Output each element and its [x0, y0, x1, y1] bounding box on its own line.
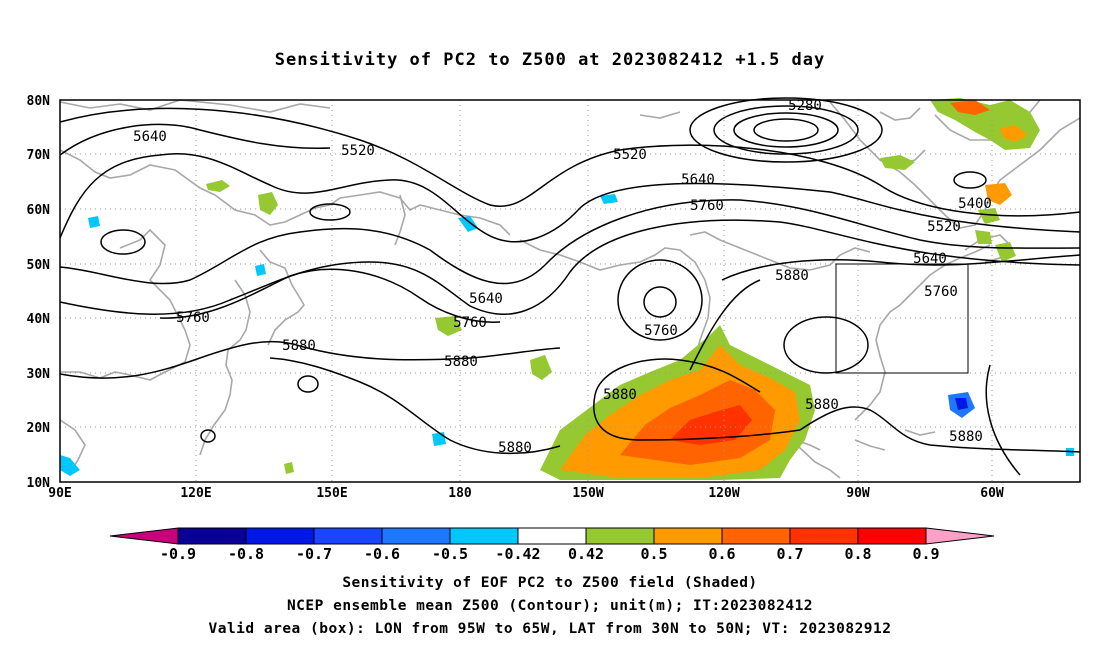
- contour-label: 5640: [469, 291, 503, 307]
- chart-title: Sensitivity of PC2 to Z500 at 2023082412…: [274, 50, 826, 70]
- colorbar-swatch: [789, 527, 859, 545]
- lat-label: 30N: [27, 367, 51, 382]
- colorbar-tick-label: 0.7: [776, 545, 803, 563]
- lat-label: 60N: [27, 203, 51, 218]
- colorbar-swatch: [177, 527, 247, 545]
- z500-contours: [59, 97, 1081, 476]
- contour-labels: 5280 5640 5520 5520 5640 5760 5400 5520 …: [133, 98, 992, 456]
- lat-label: 80N: [27, 94, 51, 109]
- colorbar-tick-label: -0.42: [495, 545, 540, 563]
- contour-label: 5640: [913, 251, 947, 267]
- contour-label: 5760: [644, 323, 678, 339]
- lat-label: 40N: [27, 312, 51, 327]
- colorbar-tick-label: -0.8: [228, 545, 264, 563]
- shaded-sensitivity: [60, 98, 1074, 480]
- lat-label: 70N: [27, 148, 51, 163]
- contour-label: 5760: [453, 315, 487, 331]
- lat-label: 10N: [27, 476, 51, 491]
- colorbar-arrow-low: [109, 527, 179, 545]
- colorbar-swatch: [313, 527, 383, 545]
- colorbar-swatch: [857, 527, 927, 545]
- contour-label: 5880: [444, 354, 478, 370]
- colorbar-swatch: [721, 527, 791, 545]
- lon-label: 120E: [180, 486, 211, 501]
- colorbar: [109, 527, 995, 545]
- contour-label: 5880: [805, 397, 839, 413]
- contour-label: 5760: [176, 310, 210, 326]
- colorbar-swatch: [517, 527, 587, 545]
- contour-label: 5880: [949, 429, 983, 445]
- colorbar-tick-label: 0.8: [844, 545, 871, 563]
- colorbar-tick-label: 0.42: [568, 545, 604, 563]
- contour-label: 5880: [498, 440, 532, 456]
- lon-label: 120W: [708, 486, 739, 501]
- contour-label: 5880: [775, 268, 809, 284]
- colorbar-swatch: [449, 527, 519, 545]
- lat-label: 20N: [27, 421, 51, 436]
- caption-line-2: NCEP ensemble mean Z500 (Contour); unit(…: [286, 598, 814, 614]
- colorbar-tick-label: 0.5: [640, 545, 667, 563]
- valid-area-box: [835, 263, 969, 374]
- lon-label: 180: [448, 486, 472, 501]
- colorbar-arrow-high: [925, 527, 995, 545]
- contour-label: 5880: [603, 387, 637, 403]
- lat-labels: 80N 70N 60N 50N 40N 30N 20N 10N: [27, 94, 51, 491]
- lon-label: 60W: [980, 486, 1004, 501]
- colorbar-tick-label: -0.7: [296, 545, 332, 563]
- colorbar-tick-label: -0.6: [364, 545, 400, 563]
- contour-label: 5760: [924, 284, 958, 300]
- lon-label: 150W: [572, 486, 603, 501]
- colorbar-swatch: [653, 527, 723, 545]
- lon-label: 150E: [316, 486, 347, 501]
- contour-label: 5520: [927, 219, 961, 235]
- contour-label: 5520: [341, 143, 375, 159]
- colorbar-tick-label: -0.5: [432, 545, 468, 563]
- contour-label: 5640: [133, 129, 167, 145]
- colorbar-swatch: [245, 527, 315, 545]
- contour-label: 5640: [681, 172, 715, 188]
- colorbar-labels: -0.9 -0.8 -0.7 -0.6 -0.5 -0.42 0.42 0.5 0.6 0.7 0.…: [160, 545, 940, 563]
- colorbar-tick-label: 0.6: [708, 545, 735, 563]
- contour-label: 5520: [613, 147, 647, 163]
- contour-label: 5880: [282, 338, 316, 354]
- lon-label: 90W: [846, 486, 870, 501]
- contour-label: 5760: [690, 198, 724, 214]
- caption-line-3: Valid area (box): LON from 95W to 65W, L…: [208, 621, 892, 637]
- contour-label: 5400: [958, 196, 992, 212]
- caption-line-1: Sensitivity of EOF PC2 to Z500 field (Sh…: [342, 575, 758, 591]
- map-frame: [59, 99, 1081, 483]
- contour-label: 5280: [788, 98, 822, 114]
- lon-label: 90E: [48, 486, 71, 501]
- lat-label: 50N: [27, 258, 51, 273]
- colorbar-swatch: [585, 527, 655, 545]
- lon-labels: 90E 120E 150E 180 150W 120W 90W 60W: [48, 486, 1004, 501]
- colorbar-tick-label: -0.9: [160, 545, 196, 563]
- colorbar-swatch: [381, 527, 451, 545]
- coastlines: [59, 99, 1081, 479]
- colorbar-tick-label: 0.9: [912, 545, 939, 563]
